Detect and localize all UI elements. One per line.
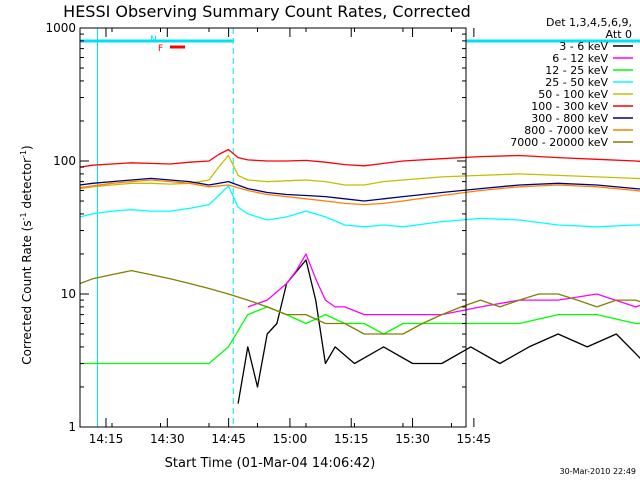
x-tick-label: 15:15 bbox=[334, 432, 369, 446]
series-line-0 bbox=[237, 259, 640, 404]
legend-header-line-2: Att 0 bbox=[606, 28, 632, 41]
y-tick-label: 1000 bbox=[45, 21, 76, 35]
legend-label: 300 - 800 keV bbox=[531, 112, 608, 125]
legend-label: 6 - 12 keV bbox=[552, 52, 608, 65]
series-line-5 bbox=[79, 148, 640, 168]
axes: 1 10 100 1000 14:15 14:30 14:45 15:00 15:15 15:30… bbox=[45, 21, 491, 446]
x-tick-label: 15:30 bbox=[395, 432, 430, 446]
y-tick-label: 10 bbox=[61, 287, 76, 301]
series-line-2 bbox=[80, 306, 640, 365]
x-tick-label: 14:30 bbox=[150, 432, 185, 446]
series-line-6 bbox=[79, 177, 640, 202]
series-line-8 bbox=[79, 269, 640, 335]
legend-label: 12 - 25 keV bbox=[545, 64, 608, 77]
legend-label: 100 - 300 keV bbox=[531, 100, 608, 113]
x-tick-label: 14:45 bbox=[211, 432, 246, 446]
legend-label: 7000 - 20000 keV bbox=[510, 136, 608, 149]
series-line-3 bbox=[79, 185, 640, 228]
night-flag-label: N bbox=[150, 35, 157, 45]
x-tick-label: 15:45 bbox=[457, 432, 492, 446]
legend-header-line-1: Det 1,3,4,5,6,9, bbox=[546, 16, 632, 29]
legend-label: 800 - 7000 keV bbox=[524, 124, 608, 137]
plot-frame bbox=[79, 27, 467, 428]
chart-title: HESSI Observing Summary Count Rates, Cor… bbox=[63, 2, 471, 21]
legend-label: 25 - 50 keV bbox=[545, 76, 608, 89]
x-tick-label: 14:15 bbox=[89, 432, 124, 446]
y-tick-label: 100 bbox=[53, 154, 76, 168]
legend-label: 3 - 6 keV bbox=[559, 40, 608, 53]
flare-flag-label: F bbox=[158, 44, 163, 54]
series-line-7 bbox=[79, 179, 640, 206]
y-axis-label: Corrected Count Rate (s-1 detector-1) bbox=[19, 145, 34, 364]
timestamp-footer: 30-Mar-2010 22:49 bbox=[560, 467, 637, 476]
legend-label: 50 - 100 keV bbox=[538, 88, 608, 101]
x-tick-label: 15:00 bbox=[273, 432, 308, 446]
plot-area: NF bbox=[79, 28, 640, 427]
y-tick-label: 1 bbox=[68, 420, 76, 434]
x-axis-label: Start Time (01-Mar-04 14:06:42) bbox=[165, 456, 376, 471]
